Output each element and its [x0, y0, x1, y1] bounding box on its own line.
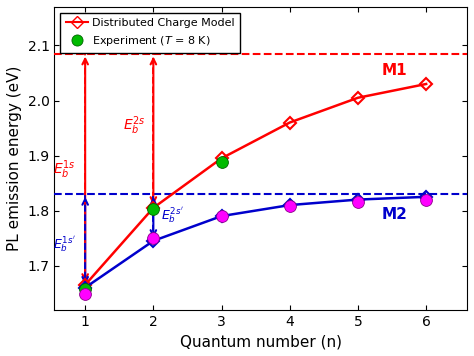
Text: $E_b^{2s}$: $E_b^{2s}$	[123, 114, 146, 137]
Text: $E_b^{2s'}$: $E_b^{2s'}$	[161, 205, 184, 225]
Text: $E_b^{1s'}$: $E_b^{1s'}$	[53, 234, 76, 253]
X-axis label: Quantum number (n): Quantum number (n)	[180, 334, 342, 349]
Text: M1: M1	[382, 63, 408, 78]
Text: $E_b^{1s}$: $E_b^{1s}$	[54, 158, 76, 180]
Text: M2: M2	[382, 207, 408, 222]
Legend: Distributed Charge Model, Experiment ($T$ = 8 K): Distributed Charge Model, Experiment ($T…	[60, 12, 240, 53]
Y-axis label: PL emission energy (eV): PL emission energy (eV)	[7, 66, 22, 251]
